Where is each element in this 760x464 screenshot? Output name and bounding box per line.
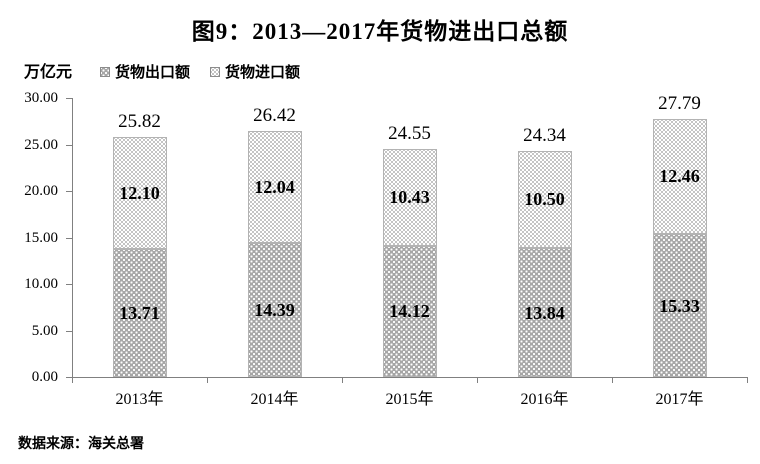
total-value-label: 24.34 bbox=[523, 124, 566, 146]
bar-segment-export bbox=[517, 248, 572, 377]
x-axis-category-label: 2017年 bbox=[655, 391, 704, 408]
x-axis-tick bbox=[342, 378, 343, 383]
total-value-label: 25.82 bbox=[118, 110, 161, 132]
legend-item-import: 货物进口额 bbox=[210, 61, 300, 82]
export-value-label: 14.12 bbox=[389, 301, 430, 322]
y-axis-tick-label: 10.00 bbox=[24, 276, 58, 292]
export-value-label: 14.39 bbox=[254, 300, 295, 321]
export-value-label: 15.33 bbox=[659, 295, 700, 316]
y-axis-tick bbox=[66, 144, 72, 146]
bar-segment-export bbox=[112, 249, 167, 377]
total-value-label: 27.79 bbox=[658, 92, 701, 114]
legend-item-export: 货物出口额 bbox=[100, 61, 190, 82]
y-axis-tick-label: 20.00 bbox=[24, 183, 58, 199]
y-axis-tick-label: 5.00 bbox=[31, 322, 58, 339]
legend: 货物出口额 货物进口额 bbox=[100, 61, 300, 82]
y-axis-line bbox=[72, 98, 73, 377]
x-axis-tick bbox=[207, 378, 208, 383]
import-swatch-icon bbox=[210, 66, 221, 77]
bar-segment-export bbox=[382, 245, 437, 377]
y-axis-tick bbox=[66, 237, 72, 239]
x-axis-tick bbox=[747, 378, 748, 383]
y-axis-tick bbox=[66, 284, 72, 285]
x-axis-category-label: 2013年 bbox=[115, 391, 164, 408]
x-axis-category-label: 2016年 bbox=[520, 391, 569, 408]
bar-segment-import bbox=[112, 136, 167, 250]
x-axis-line bbox=[72, 377, 748, 378]
x-axis-category-label: 2015年 bbox=[385, 391, 434, 408]
y-axis-tick bbox=[66, 330, 72, 332]
legend-export-label: 货物出口额 bbox=[115, 64, 191, 81]
x-axis-tick bbox=[72, 378, 73, 383]
y-axis-tick bbox=[66, 377, 72, 378]
export-swatch-icon bbox=[100, 66, 110, 77]
total-value-label: 26.42 bbox=[253, 105, 296, 127]
bar-segment-import bbox=[652, 118, 707, 235]
y-axis-tick-label: 15.00 bbox=[24, 229, 58, 246]
source-note: 数据来源：海关总署 bbox=[18, 435, 144, 451]
bar-segment-export bbox=[652, 234, 707, 377]
y-axis-tick-label: 0.00 bbox=[31, 369, 58, 385]
y-axis-tick-label: 25.00 bbox=[24, 136, 58, 153]
import-value-label: 10.50 bbox=[524, 189, 565, 210]
chart-title: 图9：2013—2017年货物进出口总额 bbox=[191, 19, 569, 44]
x-axis-tick bbox=[477, 378, 478, 383]
export-value-label: 13.84 bbox=[524, 302, 565, 323]
bar-segment-import bbox=[517, 150, 572, 249]
y-axis-unit-label: 万亿元 bbox=[24, 64, 73, 81]
x-axis-category-label: 2014年 bbox=[250, 391, 299, 408]
import-value-label: 12.10 bbox=[119, 183, 160, 204]
legend-import-label: 货物进口额 bbox=[225, 64, 301, 81]
x-axis-tick bbox=[612, 378, 613, 383]
bar-segment-import bbox=[382, 148, 437, 246]
import-value-label: 12.46 bbox=[659, 166, 700, 187]
y-axis-tick bbox=[66, 191, 72, 192]
y-axis-tick-label: 30.00 bbox=[24, 90, 58, 106]
total-value-label: 24.55 bbox=[388, 122, 431, 144]
y-axis-tick bbox=[66, 98, 72, 99]
import-value-label: 12.04 bbox=[254, 177, 295, 198]
bar-segment-export bbox=[247, 243, 302, 377]
export-value-label: 13.71 bbox=[119, 303, 160, 324]
import-value-label: 10.43 bbox=[389, 187, 430, 208]
bar-segment-import bbox=[247, 131, 302, 244]
